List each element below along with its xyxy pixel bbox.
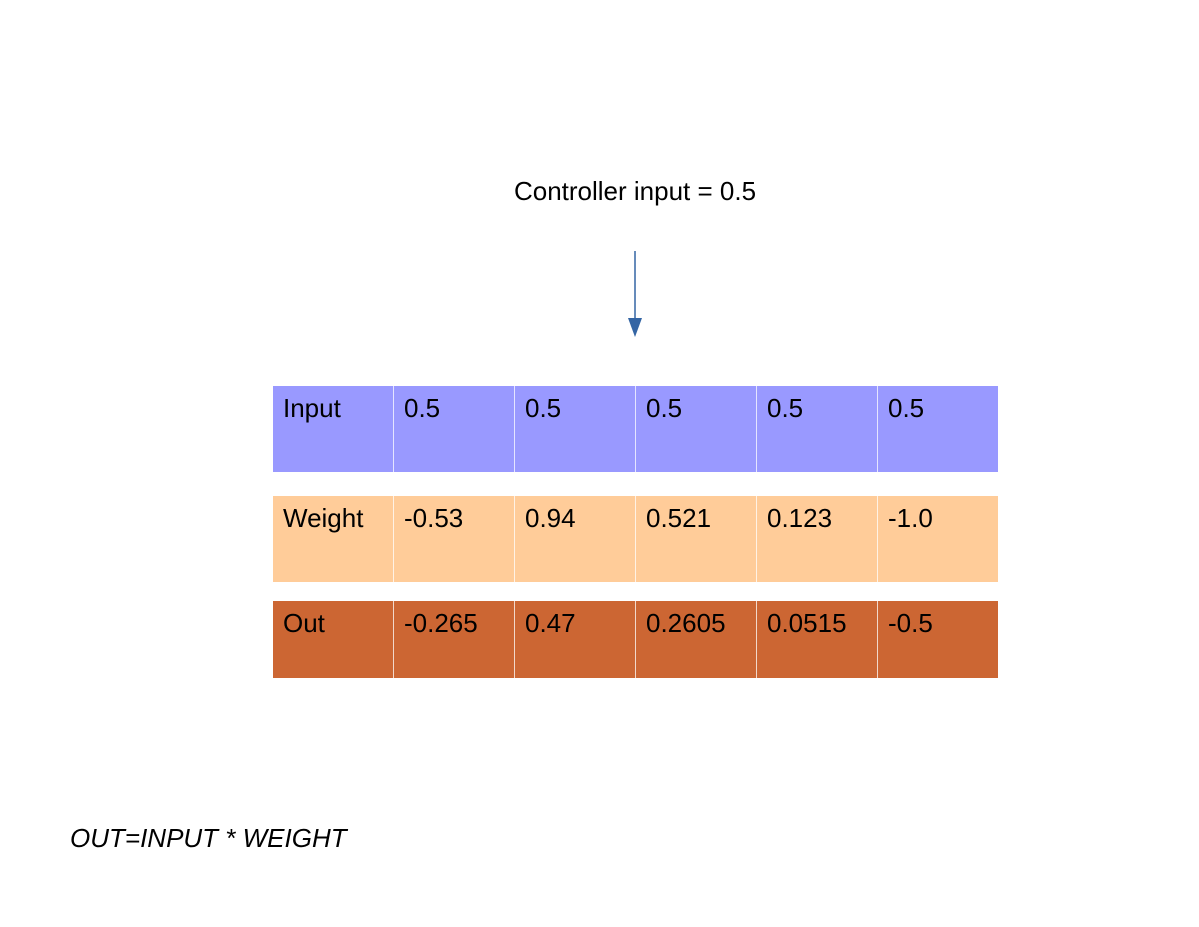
weight-label-cell: Weight [283, 503, 364, 533]
formula-text: OUT=INPUT * WEIGHT [70, 823, 347, 853]
input-value-cell: 0.5 [877, 386, 998, 472]
input-row: Input 0.5 0.5 0.5 0.5 0.5 [273, 386, 998, 472]
weight-value-cell: -0.53 [393, 496, 514, 582]
out-value-cell: 0.2605 [635, 601, 756, 678]
input-value-cell: 0.5 [635, 386, 756, 472]
controller-input-title: Controller input = 0.5 [513, 176, 757, 206]
weight-row: Weight -0.53 0.94 0.521 0.123 -1.0 [273, 496, 998, 582]
out-value-cell: -0.5 [877, 601, 998, 678]
input-value-cell: 0.5 [514, 386, 635, 472]
weight-value-cell: 0.521 [635, 496, 756, 582]
input-value-cell: 0.5 [393, 386, 514, 472]
out-row: Out -0.265 0.47 0.2605 0.0515 -0.5 [273, 601, 998, 678]
out-value-cell: 0.0515 [756, 601, 877, 678]
input-label-cell: Input [283, 393, 341, 423]
arrow-head [628, 318, 642, 337]
weight-value-cell: 0.94 [514, 496, 635, 582]
out-value-cell: 0.47 [514, 601, 635, 678]
weight-value-cell: -1.0 [877, 496, 998, 582]
weight-value-cell: 0.123 [756, 496, 877, 582]
out-value-cell: -0.265 [393, 601, 514, 678]
input-value-cell: 0.5 [756, 386, 877, 472]
out-label-cell: Out [283, 608, 325, 638]
